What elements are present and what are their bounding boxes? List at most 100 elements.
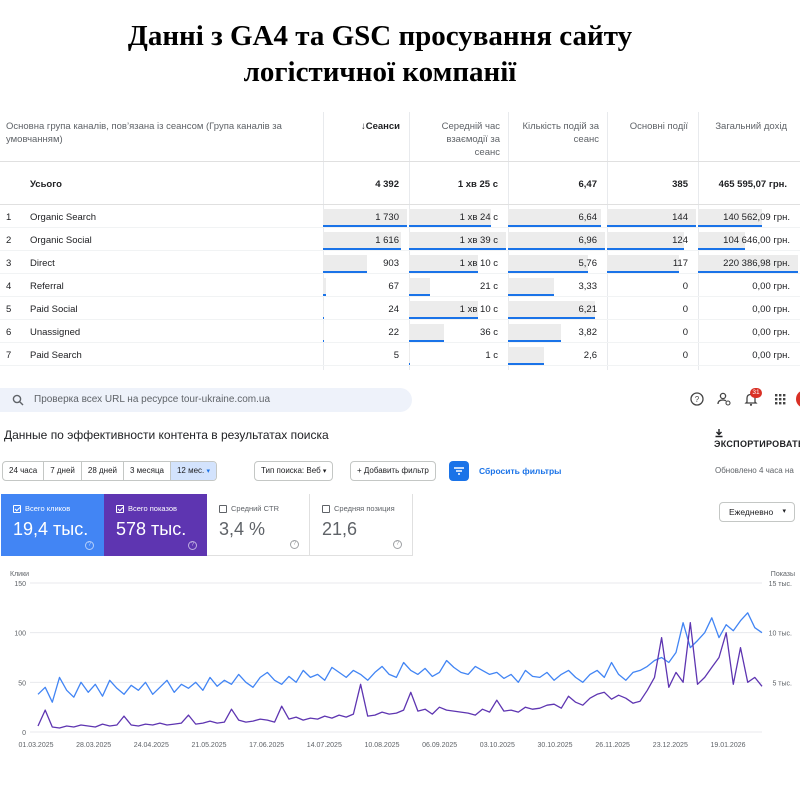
key-events-bar: [607, 232, 684, 248]
granularity-select[interactable]: Ежедневно ▾: [719, 502, 795, 522]
total-events: 6,47: [578, 179, 598, 190]
events-bar: [508, 347, 544, 363]
checkbox-icon: [219, 504, 227, 513]
channel-name[interactable]: Paid Search: [30, 350, 82, 361]
clicks-value: 19,4 тыс.: [13, 519, 89, 539]
avatar[interactable]: [796, 390, 800, 408]
date-range-3m[interactable]: 3 месяца: [124, 462, 171, 480]
filter-icon-button[interactable]: [449, 461, 469, 481]
export-button[interactable]: ЭКСПОРТИРОВАТЬ: [714, 428, 800, 449]
events-bar: [508, 255, 588, 271]
sessions-value: 903: [383, 258, 399, 269]
table-row[interactable]: 4 Referral 67 21 с 3,33 0 0,00 грн.: [0, 274, 800, 297]
engagement-bar: [409, 255, 478, 271]
header-sessions[interactable]: ↓Сеанси: [330, 120, 400, 133]
total-key-events: 385: [672, 179, 688, 190]
x-tick-label: 14.07.2025: [307, 742, 342, 749]
download-icon: [715, 429, 723, 438]
y-tick-right: 15 тыс.: [769, 581, 792, 588]
channel-name[interactable]: Referral: [30, 281, 64, 292]
channel-name[interactable]: Unassigned: [30, 327, 81, 338]
engagement-bar: [409, 347, 410, 363]
help-icon[interactable]: ?: [188, 541, 197, 550]
table-row[interactable]: 6 Unassigned 22 36 с 3,82 0 0,00 грн.: [0, 320, 800, 343]
url-inspection-search[interactable]: Проверка всех URL на ресурсе tour-ukrain…: [0, 388, 412, 412]
sessions-value: 67: [388, 281, 399, 292]
metric-card-position[interactable]: Средняя позиция 21,6 ?: [310, 494, 413, 556]
row-index: 3: [6, 258, 12, 269]
notification-count-badge: 31: [750, 388, 762, 398]
date-range-24h[interactable]: 24 часа: [3, 462, 45, 480]
x-tick-label: 01.03.2025: [18, 742, 53, 749]
table-row[interactable]: 5 Paid Social 24 1 хв 10 с 6,21 0 0,00 грн.: [0, 297, 800, 320]
engagement-bar: [409, 301, 478, 317]
help-icon[interactable]: ?: [290, 540, 299, 549]
sort-down-icon: ↓: [360, 121, 366, 132]
totals-label: Усього: [30, 179, 62, 190]
channel-name[interactable]: Direct: [30, 258, 55, 269]
sessions-bar-indicator: [323, 340, 324, 342]
revenue-bar: [698, 209, 762, 225]
table-row[interactable]: 7 Paid Search 5 1 с 2,6 0 0,00 грн.: [0, 343, 800, 366]
table-row[interactable]: 1 Organic Search 1 730 1 хв 24 с 6,64 144 140 …: [0, 205, 800, 228]
search-placeholder: Проверка всех URL на ресурсе tour-ukrain…: [34, 394, 271, 405]
manage-accounts-icon[interactable]: [715, 390, 733, 408]
header-channel-group[interactable]: Основна група каналів, пов’язана із сеан…: [6, 121, 282, 145]
x-tick-label: 17.06.2025: [249, 742, 284, 749]
engagement-bar-indicator: [409, 248, 506, 250]
total-revenue: 465 595,07 грн.: [718, 179, 787, 190]
header-key-events[interactable]: Основні події: [629, 121, 688, 132]
y-tick-left: 100: [14, 631, 26, 638]
metric-card-ctr[interactable]: Средний CTR 3,4 % ?: [207, 494, 310, 556]
events-bar: [508, 209, 601, 225]
engagement-bar-indicator: [409, 363, 410, 365]
header-events-per-session[interactable]: Кількість подій за сеанс: [522, 121, 599, 145]
events-value: 2,6: [583, 350, 597, 361]
page-title-line-1: Данні з GA4 та GSC просування сайту: [127, 20, 633, 52]
engagement-bar-indicator: [409, 271, 478, 273]
header-total-revenue[interactable]: Загальний дохід: [715, 121, 787, 132]
sessions-value: 22: [388, 327, 399, 338]
events-bar-indicator: [508, 294, 554, 296]
help-icon[interactable]: ?: [688, 390, 706, 408]
channel-name[interactable]: Organic Social: [30, 235, 92, 246]
total-engagement: 1 хв 25 с: [457, 179, 498, 190]
sessions-bar: [323, 278, 326, 294]
ctr-label: Средний CTR: [231, 504, 279, 513]
table-row[interactable]: 2 Organic Social 1 616 1 хв 39 с 6,96 124 104 …: [0, 228, 800, 251]
checkbox-icon: [116, 504, 124, 513]
apps-icon[interactable]: [771, 390, 789, 408]
performance-title: Данные по эффективности контента в резул…: [4, 428, 329, 442]
table-header: Основна група каналів, пов’язана із сеан…: [0, 112, 800, 162]
date-range-28d[interactable]: 28 дней: [82, 462, 124, 480]
add-filter-button[interactable]: + Добавить фильтр: [350, 461, 436, 481]
help-icon[interactable]: ?: [393, 540, 402, 549]
reset-filters-link[interactable]: Сбросить фильтры: [479, 466, 562, 476]
events-bar: [508, 324, 561, 340]
metric-card-impressions[interactable]: Всего показов 578 тыс. ?: [104, 494, 207, 556]
export-label: ЭКСПОРТИРОВАТЬ: [714, 439, 800, 449]
row-index: 4: [6, 281, 12, 292]
engagement-bar: [409, 232, 506, 248]
sessions-bar-indicator: [323, 294, 326, 296]
sessions-value: 24: [388, 304, 399, 315]
metric-card-clicks[interactable]: Всего кликов 19,4 тыс. ?: [1, 494, 104, 556]
position-value: 21,6: [322, 519, 358, 539]
revenue-bar: [698, 255, 798, 271]
help-icon[interactable]: ?: [85, 541, 94, 550]
events-bar-indicator: [508, 340, 561, 342]
date-range-7d[interactable]: 7 дней: [44, 462, 82, 480]
table-row[interactable]: 3 Direct 903 1 хв 10 с 5,76 117 220 386,98 грн…: [0, 251, 800, 274]
channel-name[interactable]: Paid Social: [30, 304, 78, 315]
key-events-value: 0: [682, 281, 688, 292]
search-type-filter[interactable]: Тип поиска: Веб ▾: [254, 461, 334, 481]
row-index: 1: [6, 212, 12, 223]
header-engagement-time[interactable]: Середній час взаємодії за сеанс: [441, 121, 500, 158]
events-bar: [508, 278, 554, 294]
channel-name[interactable]: Organic Search: [30, 212, 97, 223]
total-sessions: 4 392: [375, 179, 399, 190]
key-events-bar-indicator: [607, 271, 679, 273]
x-tick-label: 28.03.2025: [76, 742, 111, 749]
date-range-12m[interactable]: 12 мес. ▾: [170, 462, 217, 480]
engagement-value: 21 с: [480, 281, 498, 292]
